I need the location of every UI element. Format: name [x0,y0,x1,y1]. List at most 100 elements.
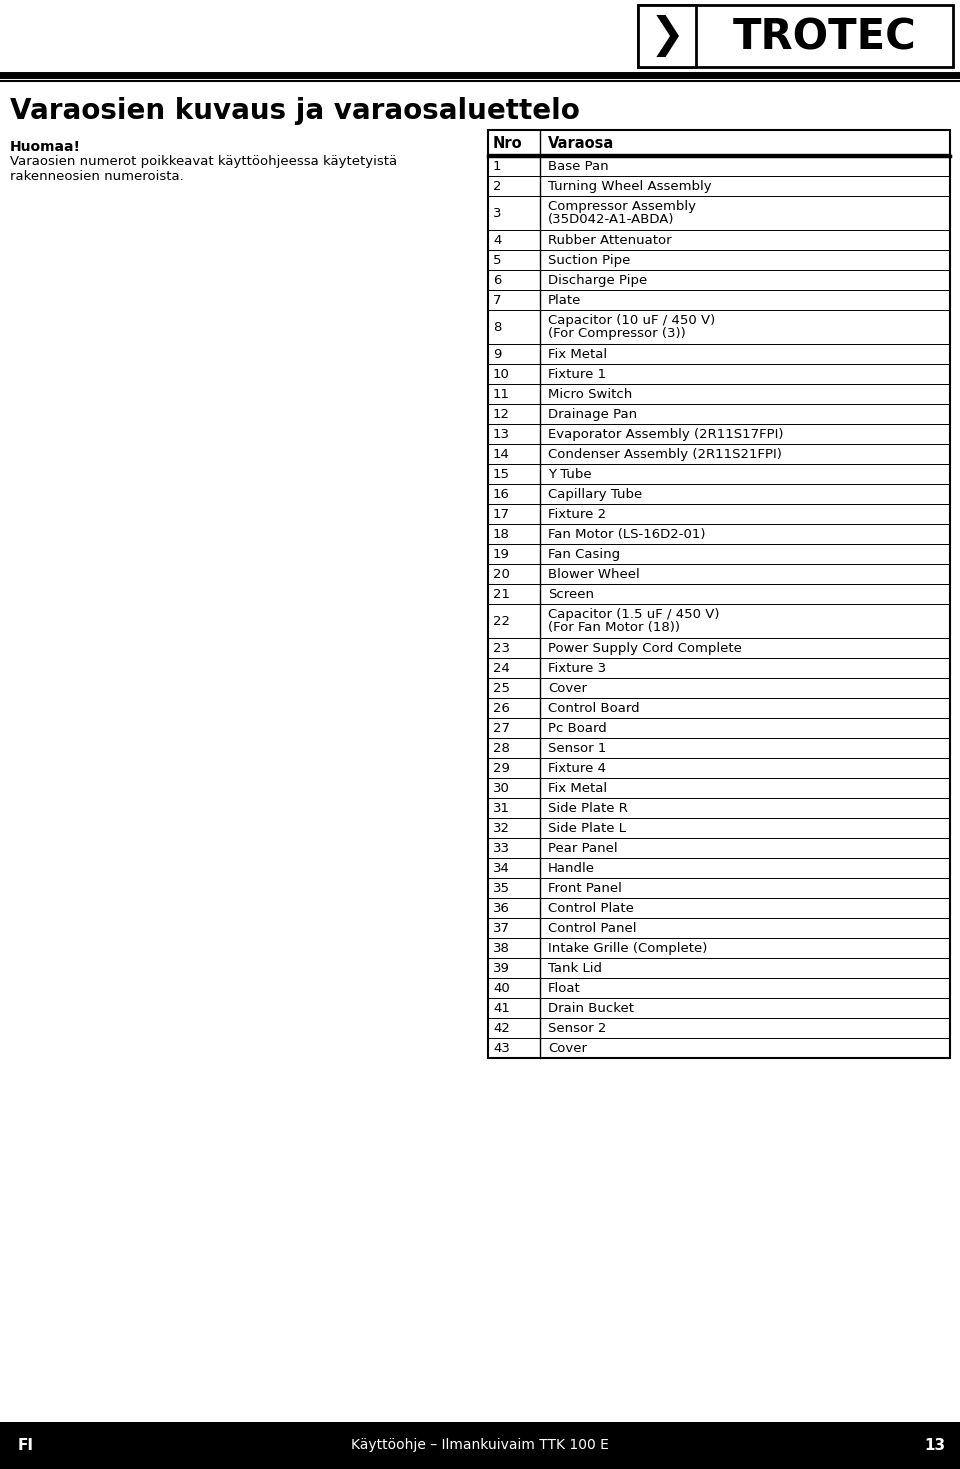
Text: 29: 29 [493,761,510,774]
Text: Fan Motor (LS-16D2-01): Fan Motor (LS-16D2-01) [548,527,706,541]
Text: 8: 8 [493,320,501,333]
Text: Fixture 2: Fixture 2 [548,507,606,520]
Text: Fixture 1: Fixture 1 [548,367,606,380]
Text: Side Plate L: Side Plate L [548,821,626,834]
Text: 43: 43 [493,1042,510,1055]
Text: Pc Board: Pc Board [548,721,607,734]
Text: 19: 19 [493,548,510,561]
Text: 7: 7 [493,294,501,307]
Text: 26: 26 [493,702,510,714]
Text: Capillary Tube: Capillary Tube [548,488,642,501]
Text: 32: 32 [493,821,510,834]
Text: Evaporator Assembly (2R11S17FPI): Evaporator Assembly (2R11S17FPI) [548,427,783,441]
Bar [638,4,696,68]
Text: Base Pan: Base Pan [548,160,609,172]
Text: Nro: Nro [493,135,522,150]
Text: 30: 30 [493,782,510,795]
Text: Capacitor (1.5 uF / 450 V): Capacitor (1.5 uF / 450 V) [548,608,719,621]
Text: Control Panel: Control Panel [548,921,636,934]
Text: Suction Pipe: Suction Pipe [548,254,631,266]
Text: Control Plate: Control Plate [548,902,634,915]
Text: Power Supply Cord Complete: Power Supply Cord Complete [548,642,742,655]
Text: Rubber Attenuator: Rubber Attenuator [548,234,672,247]
Text: TROTEC: TROTEC [732,16,917,57]
Text: 27: 27 [493,721,510,734]
Text: (For Fan Motor (18)): (For Fan Motor (18)) [548,621,680,635]
Text: Y Tube: Y Tube [548,467,591,480]
Text: 25: 25 [493,682,510,695]
Text: 24: 24 [493,661,510,674]
Text: Fix Metal: Fix Metal [548,782,607,795]
Text: 21: 21 [493,588,510,601]
Text: 34: 34 [493,861,510,874]
Text: Varaosa: Varaosa [548,135,614,150]
Text: 42: 42 [493,1021,510,1034]
Text: 38: 38 [493,942,510,955]
Text: (35D042-A1-ABDA): (35D042-A1-ABDA) [548,213,675,226]
Text: Float: Float [548,981,581,995]
Bar [638,4,953,68]
Bar [488,129,950,1058]
Text: FI: FI [18,1438,34,1453]
Text: 10: 10 [493,367,510,380]
Text: 9: 9 [493,348,501,360]
Text: Intake Grille (Complete): Intake Grille (Complete) [548,942,708,955]
Text: Micro Switch: Micro Switch [548,388,633,401]
Text: Capacitor (10 uF / 450 V): Capacitor (10 uF / 450 V) [548,314,715,328]
Text: Compressor Assembly: Compressor Assembly [548,200,696,213]
Text: Cover: Cover [548,682,587,695]
Text: Side Plate R: Side Plate R [548,802,628,814]
Text: Fixture 4: Fixture 4 [548,761,606,774]
Text: 22: 22 [493,614,510,627]
Text: Turning Wheel Assembly: Turning Wheel Assembly [548,179,711,192]
Text: Drain Bucket: Drain Bucket [548,1002,634,1015]
Text: Front Panel: Front Panel [548,881,622,895]
Text: 35: 35 [493,881,510,895]
Text: 39: 39 [493,962,510,974]
Text: Huomaa!: Huomaa! [10,140,81,154]
Text: Sensor 1: Sensor 1 [548,742,607,755]
Text: 12: 12 [493,407,510,420]
Text: 36: 36 [493,902,510,915]
Text: Fan Casing: Fan Casing [548,548,620,561]
Text: Condenser Assembly (2R11S21FPI): Condenser Assembly (2R11S21FPI) [548,448,781,460]
Text: 13: 13 [493,427,510,441]
Text: 40: 40 [493,981,510,995]
Text: 23: 23 [493,642,510,655]
Text: Handle: Handle [548,861,595,874]
Text: 2: 2 [493,179,501,192]
Text: Cover: Cover [548,1042,587,1055]
Text: 18: 18 [493,527,510,541]
Text: 33: 33 [493,842,510,855]
Text: 16: 16 [493,488,510,501]
Text: Screen: Screen [548,588,594,601]
Text: Discharge Pipe: Discharge Pipe [548,273,647,286]
Text: Käyttöohje – Ilmankuivaim TTK 100 E: Käyttöohje – Ilmankuivaim TTK 100 E [351,1438,609,1453]
Text: Pear Panel: Pear Panel [548,842,617,855]
Text: 3: 3 [493,207,501,219]
Text: 15: 15 [493,467,510,480]
Text: Plate: Plate [548,294,582,307]
Text: (For Compressor (3)): (For Compressor (3)) [548,328,685,339]
Text: 11: 11 [493,388,510,401]
Text: Drainage Pan: Drainage Pan [548,407,637,420]
Text: Sensor 2: Sensor 2 [548,1021,607,1034]
Text: ❯: ❯ [650,15,684,57]
Text: 5: 5 [493,254,501,266]
Text: Blower Wheel: Blower Wheel [548,567,639,580]
Text: Control Board: Control Board [548,702,639,714]
Bar [0,1422,960,1469]
Text: 31: 31 [493,802,510,814]
Text: 1: 1 [493,160,501,172]
Text: Fixture 3: Fixture 3 [548,661,606,674]
Text: Varaosien numerot poikkeavat käyttöohjeessa käytetyistä
rakenneosien numeroista.: Varaosien numerot poikkeavat käyttöohjee… [10,156,397,184]
Text: 41: 41 [493,1002,510,1015]
Text: 37: 37 [493,921,510,934]
Text: 28: 28 [493,742,510,755]
Text: Varaosien kuvaus ja varaosaluettelo: Varaosien kuvaus ja varaosaluettelo [10,97,580,125]
Text: 6: 6 [493,273,501,286]
Text: Fix Metal: Fix Metal [548,348,607,360]
Text: 14: 14 [493,448,510,460]
Text: Tank Lid: Tank Lid [548,962,602,974]
Text: 4: 4 [493,234,501,247]
